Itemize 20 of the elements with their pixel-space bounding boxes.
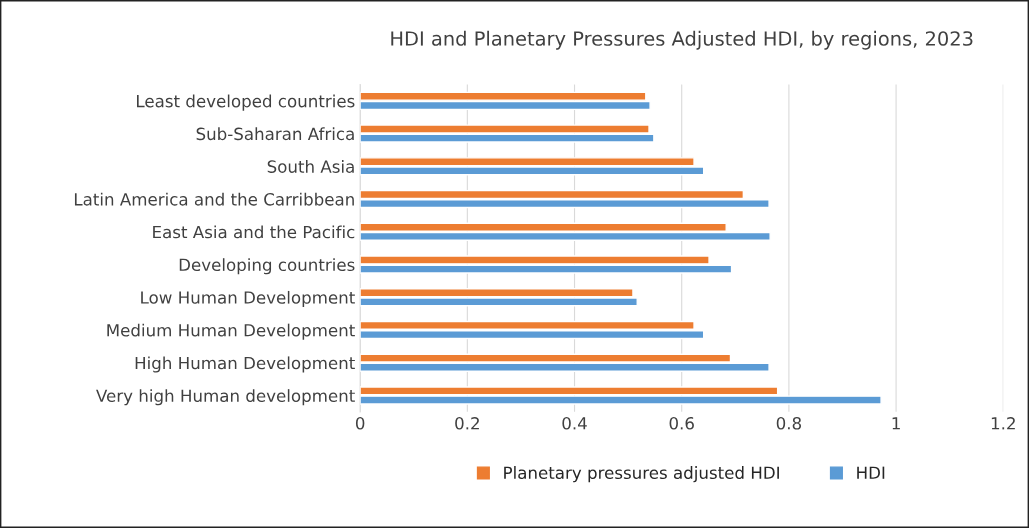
legend-label: HDI [857, 466, 885, 479]
y-tick-label: Developing countries [179, 258, 355, 275]
y-tick-label: Sub-Saharan Africa [196, 127, 354, 141]
x-tick-label: 1 [892, 417, 900, 430]
legend-label: Planetary pressures adjusted HDI [504, 466, 779, 483]
y-tick-label: Low Human Development [141, 290, 355, 308]
x-tick-label: 0.8 [776, 417, 802, 430]
y-tick-label: South Asia [267, 159, 354, 173]
y-tick-label: Least developed countries [137, 94, 355, 111]
x-tick-label: 0.6 [669, 417, 694, 430]
chart-title: HDI and Planetary Pressures Adjusted HDI, by regions, 2023 [391, 30, 973, 50]
y-tick-label: Very high Human development [96, 389, 355, 406]
y-tick-label: Latin America and the Carribbean [74, 192, 354, 206]
y-tick-label: East Asia and the Pacific [153, 225, 355, 239]
y-tick-label: High Human Development [135, 356, 355, 373]
x-tick-label: 1.2 [991, 417, 1015, 430]
x-tick-label: 0.4 [562, 417, 587, 430]
x-tick-label: 0.2 [455, 417, 479, 430]
x-tick-label: 0 [355, 417, 365, 430]
y-tick-label: Medium Human Development [107, 323, 355, 340]
